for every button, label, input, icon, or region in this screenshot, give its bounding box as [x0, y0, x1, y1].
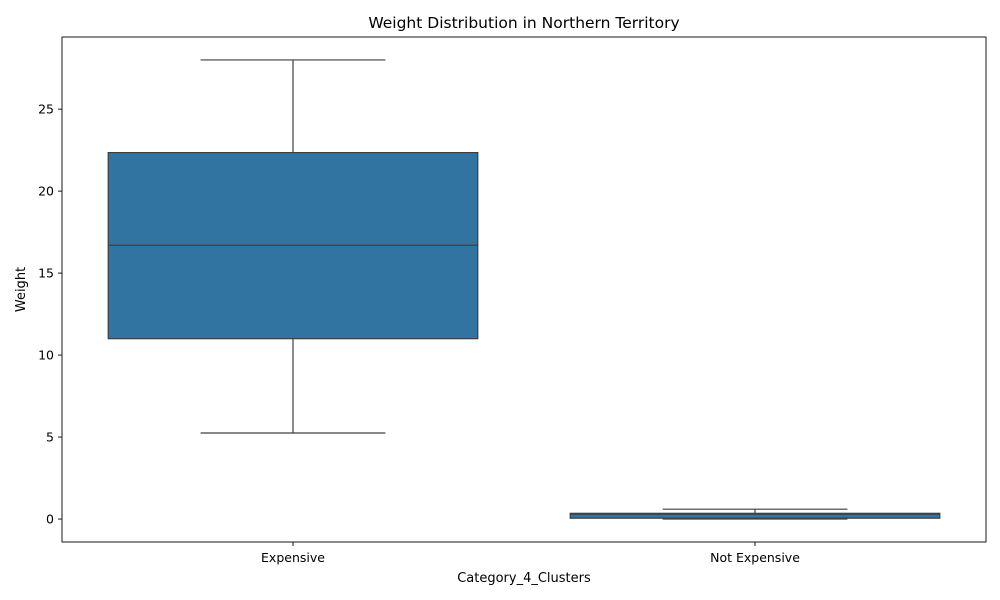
- x-axis-label: Category_4_Clusters: [457, 571, 591, 586]
- y-axis-label: Weight: [14, 267, 29, 312]
- y-tick-label: 15: [38, 266, 54, 281]
- x-axis: Expensive Not Expensive: [261, 542, 800, 565]
- iqr-box: [569, 512, 941, 519]
- y-tick-label: 0: [46, 512, 54, 527]
- y-axis: 0 5 10 15 20 25: [38, 102, 62, 527]
- y-tick-label: 20: [38, 184, 54, 199]
- x-tick-label: Not Expensive: [710, 550, 800, 565]
- chart-title: Weight Distribution in Northern Territor…: [368, 14, 679, 32]
- y-tick-label: 10: [38, 348, 54, 363]
- y-tick-label: 5: [46, 430, 54, 445]
- box-1: [569, 508, 941, 520]
- y-tick-label: 25: [38, 102, 54, 117]
- plot-area: [107, 59, 941, 520]
- box-0: [107, 59, 479, 434]
- x-tick-label: Expensive: [261, 550, 325, 565]
- plot-frame: [61, 36, 987, 543]
